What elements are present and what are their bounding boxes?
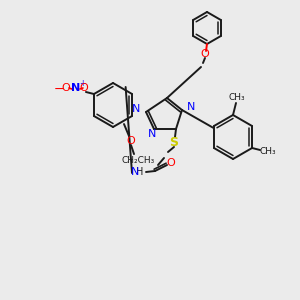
Text: +: +	[79, 79, 85, 88]
Text: O: O	[61, 83, 70, 93]
Text: N: N	[71, 83, 81, 93]
Text: O: O	[201, 49, 209, 59]
Text: N: N	[132, 104, 140, 114]
Text: O: O	[167, 158, 176, 168]
Text: S: S	[169, 136, 178, 148]
Text: N: N	[187, 102, 195, 112]
Text: N: N	[148, 129, 156, 139]
Text: −: −	[54, 82, 64, 95]
Text: N: N	[131, 167, 139, 177]
Text: O: O	[80, 83, 88, 93]
Text: H: H	[136, 167, 144, 177]
Text: CH₂CH₃: CH₂CH₃	[122, 156, 154, 165]
Text: CH₃: CH₃	[260, 146, 276, 155]
Text: O: O	[127, 136, 135, 146]
Text: CH₃: CH₃	[229, 92, 245, 101]
